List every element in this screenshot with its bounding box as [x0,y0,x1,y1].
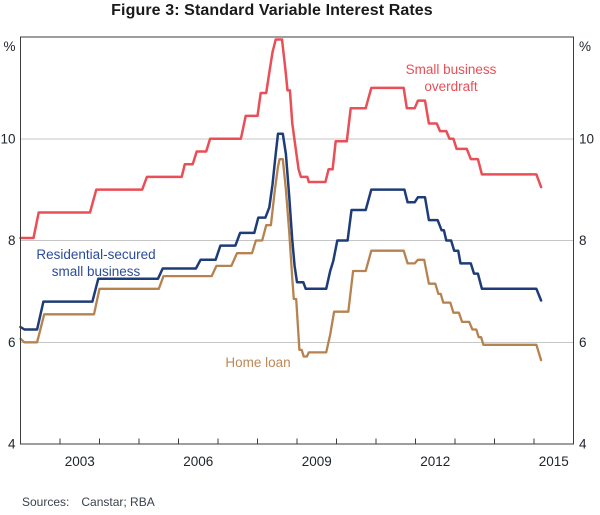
y-label-left-6: 6 [8,335,16,350]
x-label-2006: 2006 [183,454,213,469]
sources-row: Sources: Canstar; RBA [22,495,155,509]
y-label-left-8: 8 [8,233,16,248]
y-label-right-8: 8 [579,233,587,248]
sources-label: Sources: [22,495,70,509]
label-residential-secured-line1: Residential-secured [36,247,155,262]
sources-value: Canstar; RBA [81,495,155,509]
x-label-2009: 2009 [302,454,332,469]
y-label-right-6: 6 [579,335,587,350]
label-small-business-overdraft-line1: Small business [406,62,497,77]
figure-chart: 4 4 6 6 8 8 10 10% % 2003 2006 2009 2012 2015 Small bu… [0,36,594,469]
figure-title: Figure 3: Standard Variable Interest Rat… [111,2,433,19]
y-label-right-10: 10 [579,131,594,146]
series-line-0 [19,38,543,240]
x-label-2012: 2012 [420,454,450,469]
series-line-1 [19,132,543,331]
plot-frame [19,36,575,445]
x-label-2015: 2015 [539,454,569,469]
label-small-business-overdraft-line2: overdraft [424,79,478,94]
series-line-2 [19,157,543,362]
y-unit-left: % [3,39,15,54]
label-home-loan: Home loan [225,355,290,370]
y-label-right-4: 4 [579,437,587,452]
y-label-left-4: 4 [8,437,16,452]
label-residential-secured-line2: small business [52,264,141,279]
y-label-left-10: 10 [0,131,15,146]
x-label-2003: 2003 [65,454,95,469]
y-unit-right: % [579,39,591,54]
